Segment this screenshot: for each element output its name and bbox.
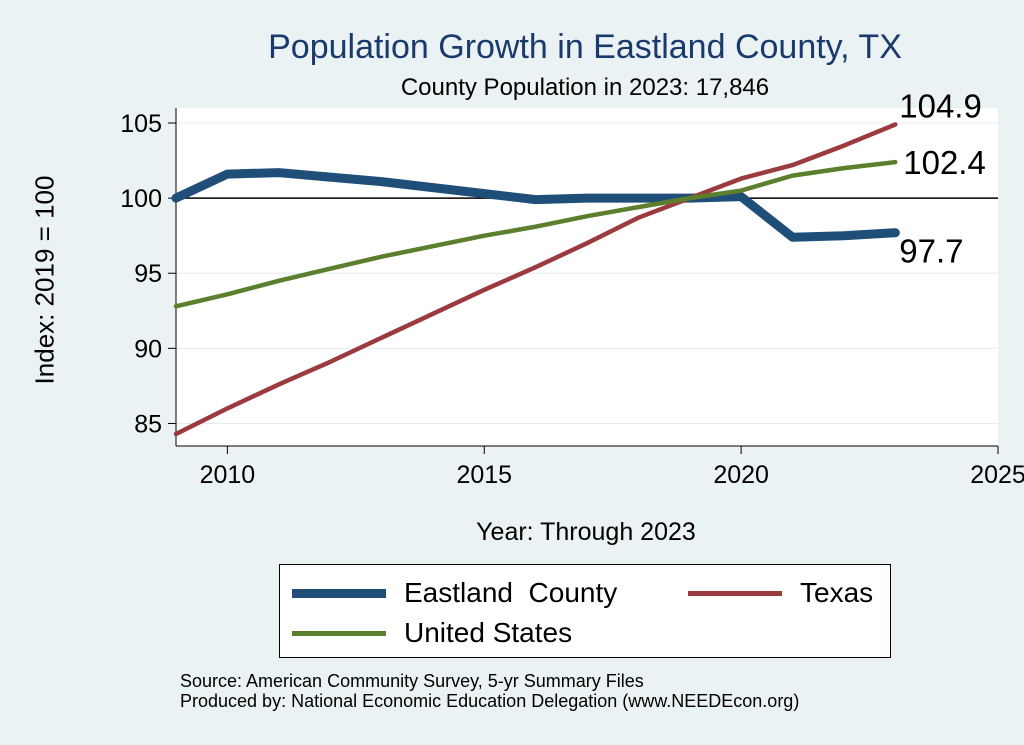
y-axis-label: Index: 2019 = 100 <box>29 175 60 385</box>
legend-item-texas: Texas <box>688 577 873 609</box>
series-line-united-states <box>173 159 898 309</box>
x-tick-label-2015: 2015 <box>456 461 512 489</box>
footer-source: Source: American Community Survey, 5-yr … <box>180 671 644 691</box>
y-axis-ticks: 85 90 95 100 105 <box>120 110 176 438</box>
legend-label-eastland: Eastland County <box>404 577 618 608</box>
y-tick-label-95: 95 <box>134 260 162 288</box>
chart-title: Population Growth in Eastland County, TX <box>268 28 902 66</box>
footer-notes: Source: American Community Survey, 5-yr … <box>180 671 799 711</box>
legend-label-texas: Texas <box>800 577 874 608</box>
legend-swatch-united-states <box>292 630 386 636</box>
end-label-united-states: 102.4 <box>903 144 986 181</box>
end-label-texas: 104.9 <box>899 88 982 125</box>
legend-swatch-texas <box>688 590 782 596</box>
series-lines <box>171 122 900 437</box>
series-line-texas <box>173 122 898 437</box>
x-axis-ticks: 2010 2015 2020 2025 <box>200 446 1024 489</box>
series-line-eastland-county <box>171 168 900 242</box>
x-axis-label: Year: Through 2023 <box>476 518 696 546</box>
footer-produced-by: Produced by: National Economic Education… <box>180 691 800 711</box>
end-labels: 97.7 104.9 102.4 <box>899 88 986 270</box>
x-tick-label-2020: 2020 <box>713 461 769 489</box>
chart-subtitle: County Population in 2023: 17,846 <box>400 74 770 101</box>
x-tick-label-2025: 2025 <box>970 461 1024 489</box>
legend: Eastland County Texas United States <box>279 564 891 658</box>
plot-area: 85 90 95 100 105 2010 2015 2020 2025 97.7 104.9 1… <box>120 88 1024 489</box>
legend-item-united-states: United States <box>292 617 572 649</box>
y-tick-label-100: 100 <box>120 185 162 213</box>
end-label-eastland-county: 97.7 <box>899 233 963 270</box>
legend-swatch-eastland <box>292 588 386 598</box>
y-tick-label-85: 85 <box>134 410 162 438</box>
x-tick-label-2010: 2010 <box>200 461 256 489</box>
y-tick-label-105: 105 <box>120 110 162 138</box>
legend-item-eastland: Eastland County <box>292 577 617 609</box>
legend-label-united-states: United States <box>404 617 573 648</box>
y-tick-label-90: 90 <box>134 335 162 363</box>
